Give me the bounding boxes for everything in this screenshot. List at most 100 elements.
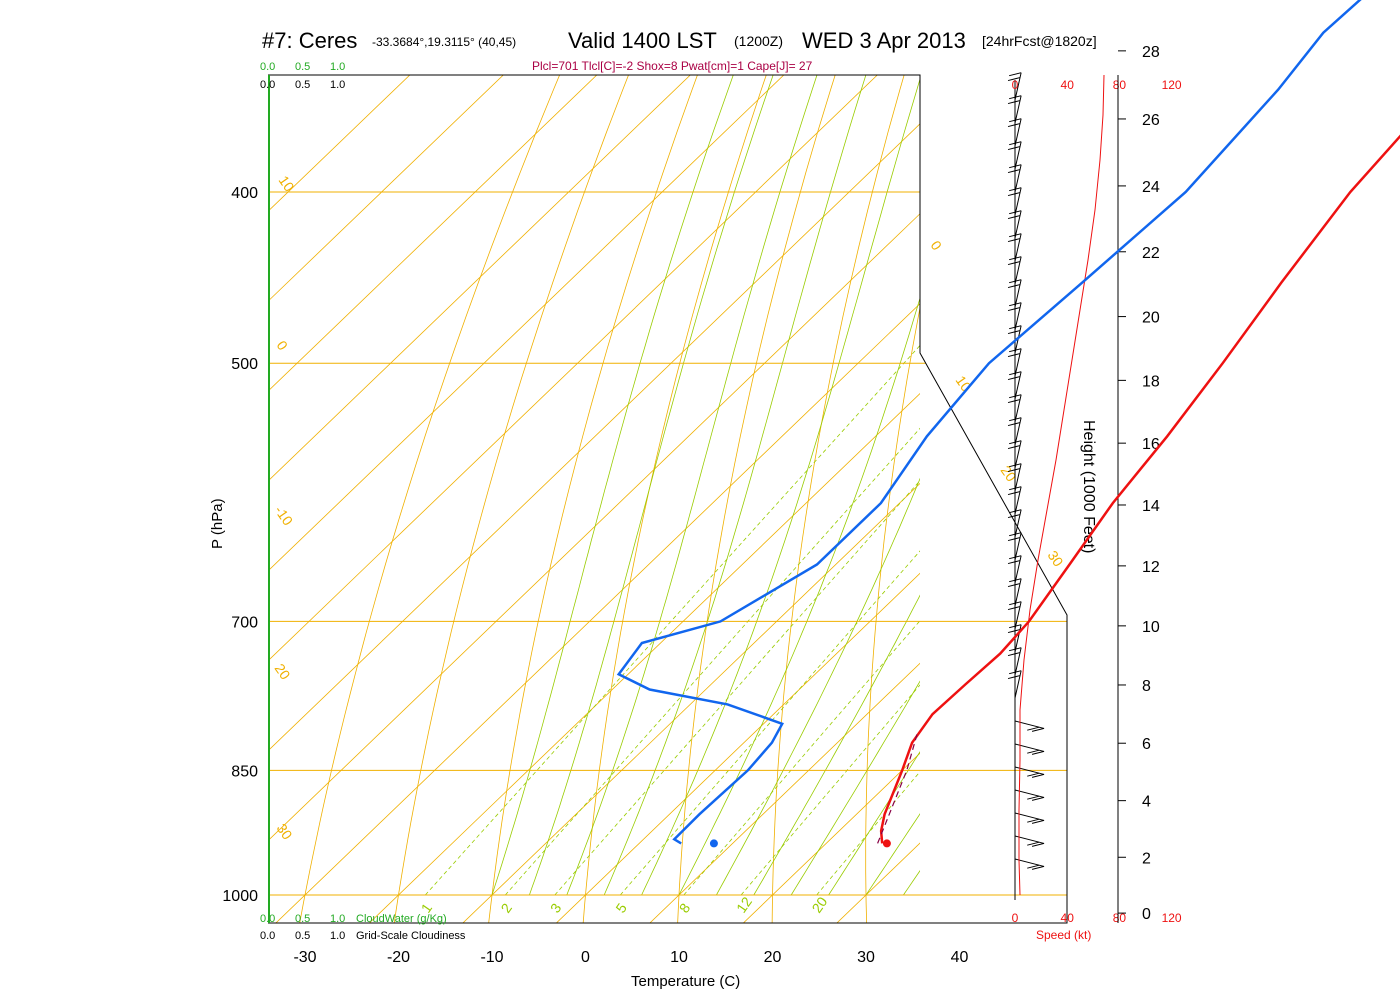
isotherm--100 bbox=[268, 75, 504, 302]
wind-barb-flag bbox=[1009, 72, 1022, 77]
wind-barb-staff bbox=[1014, 670, 1022, 699]
speed-bottom-tick-80: 80 bbox=[1113, 911, 1127, 925]
wind-barb-flag bbox=[1009, 417, 1022, 422]
station-title: #7: Ceres bbox=[262, 28, 357, 53]
wind-barb-staff bbox=[1014, 210, 1022, 239]
dry-adiabat-label-4: 30 bbox=[274, 821, 296, 843]
temperature-tick-10: 10 bbox=[670, 949, 688, 966]
wind-barb-staff bbox=[1014, 72, 1022, 101]
height-tick-24: 24 bbox=[1142, 179, 1160, 196]
height-tick-labels: 02468101214161820222426283032 bbox=[1118, 44, 1160, 923]
dry-adiabat--30 bbox=[299, 75, 561, 923]
wind-barb-staff bbox=[1014, 187, 1022, 216]
isotherm-50 bbox=[1014, 0, 1400, 932]
wind-barb-staff bbox=[1014, 141, 1022, 170]
height-tick-20: 20 bbox=[1142, 310, 1160, 327]
dry-adiabat-70 bbox=[1212, 0, 1297, 932]
isotherm-10 bbox=[649, 662, 920, 923]
cover-bot-tick-0: 0.0 bbox=[260, 930, 275, 942]
wind-barb-flag bbox=[1009, 233, 1022, 238]
isotherm--110 bbox=[268, 75, 411, 212]
moist-adiabat--6 bbox=[529, 75, 774, 896]
moist-adiabat-6 bbox=[641, 77, 920, 896]
mixing-ratio-label-5: 5 bbox=[612, 900, 630, 916]
wind-barb-flag bbox=[1009, 371, 1022, 376]
dry-adiabat-80 bbox=[1292, 0, 1360, 932]
height-tick-4: 4 bbox=[1142, 794, 1151, 811]
mixing-ratio-20 bbox=[816, 771, 920, 896]
mixing-ratio-12 bbox=[740, 684, 920, 896]
wind-barb-flag bbox=[1007, 307, 1021, 312]
height-tick-22: 22 bbox=[1142, 245, 1160, 262]
moist-adiabat-26 bbox=[828, 751, 920, 896]
wind-barb-flag bbox=[1007, 261, 1021, 266]
wind-barb-flag bbox=[1031, 819, 1045, 824]
wind-barb-flag bbox=[1009, 164, 1022, 169]
mixing-ratio-lines bbox=[425, 344, 920, 896]
cloudwater-label: CloudWater (g/Kg) bbox=[356, 913, 447, 925]
valid-time: Valid 1400 LST bbox=[568, 28, 717, 53]
moist-adiabat-2 bbox=[603, 75, 867, 896]
y-axis-label: P (hPa) bbox=[209, 498, 226, 549]
station-coords: -33.3684°,19.3115° (40,45) bbox=[372, 35, 516, 49]
wind-barb-flag bbox=[1009, 509, 1022, 514]
moist-adiabat-10 bbox=[678, 296, 920, 896]
wind-barb-staff bbox=[1014, 555, 1022, 584]
isotherm-0 bbox=[555, 572, 920, 923]
temperature-tick-0: 0 bbox=[581, 949, 590, 966]
wind-barb-flag bbox=[1031, 750, 1045, 755]
parcel-path bbox=[877, 733, 918, 844]
wind-barb-flag bbox=[1031, 796, 1045, 801]
wind-barb-flag bbox=[1009, 647, 1022, 652]
wind-barb-flag bbox=[1007, 399, 1021, 404]
wind-barb-staff bbox=[1014, 371, 1022, 400]
moist-adiabat-38 bbox=[941, 0, 1400, 895]
wind-barb-flag bbox=[1007, 330, 1021, 335]
temperature-tick--20: -20 bbox=[387, 949, 410, 966]
height-axis-label: Height (1000 Feet) bbox=[1080, 420, 1097, 553]
wind-barb-flag bbox=[1007, 376, 1021, 381]
height-tick-2: 2 bbox=[1142, 850, 1151, 867]
dry-adiabat-label-0: 10 bbox=[276, 173, 298, 195]
dry-adiabat-30 bbox=[865, 305, 920, 923]
wind-barb-flag bbox=[1009, 440, 1022, 445]
wind-barb-flag bbox=[1007, 123, 1021, 128]
wind-barb-staff bbox=[1014, 348, 1022, 377]
cloud-bot-tick-1: 0.5 bbox=[295, 913, 310, 925]
wind-barb-flag bbox=[1027, 795, 1040, 800]
mixing-ratio-2 bbox=[505, 427, 920, 896]
x-axis-label: Temperature (C) bbox=[631, 973, 740, 990]
wind-barb-staff bbox=[1014, 256, 1022, 285]
wind-barb-flag bbox=[1007, 445, 1021, 450]
wind-barb-staff bbox=[1014, 279, 1022, 308]
temperature-tick--10: -10 bbox=[480, 949, 503, 966]
wind-barb-flag bbox=[1007, 238, 1021, 243]
isotherm--50 bbox=[268, 123, 920, 752]
wind-barb-staff bbox=[1014, 164, 1022, 193]
wind-barb-staff bbox=[1014, 95, 1022, 124]
isotherm--10 bbox=[462, 482, 920, 923]
temperature-tick-30: 30 bbox=[857, 949, 875, 966]
wind-barb-flag bbox=[1031, 865, 1045, 870]
moist-adiabat-18 bbox=[753, 594, 920, 896]
wind-barb-staff bbox=[1014, 743, 1045, 752]
wind-barb-flag bbox=[1007, 652, 1021, 657]
mixing-ratio-labels: 1 2 3 5 8 12 20 bbox=[418, 894, 831, 916]
wind-barb-flag bbox=[1009, 670, 1022, 675]
wind-barb-flag bbox=[1007, 468, 1021, 473]
cloudiness-label: Grid-Scale Cloudiness bbox=[356, 930, 466, 942]
wind-barb-flag bbox=[1007, 284, 1021, 289]
wind-barb-flag bbox=[1009, 325, 1022, 330]
speed-axis-label: Speed (kt) bbox=[1036, 928, 1091, 942]
moist-adiabat--2 bbox=[566, 75, 818, 896]
dry-adiabat-label-5: 0 bbox=[928, 238, 946, 254]
wind-barb-flag bbox=[1007, 583, 1021, 588]
wind-barb-staff bbox=[1014, 118, 1022, 147]
wind-barb-flag bbox=[1009, 394, 1022, 399]
isotherm--40 bbox=[268, 213, 920, 842]
valid-date: WED 3 Apr 2013 bbox=[802, 28, 966, 53]
wind-barb-flag bbox=[1007, 169, 1021, 174]
dry-adiabat-60 bbox=[1129, 0, 1234, 932]
wind-barb-flag bbox=[1007, 100, 1021, 105]
wind-barb-flag bbox=[1009, 532, 1022, 537]
